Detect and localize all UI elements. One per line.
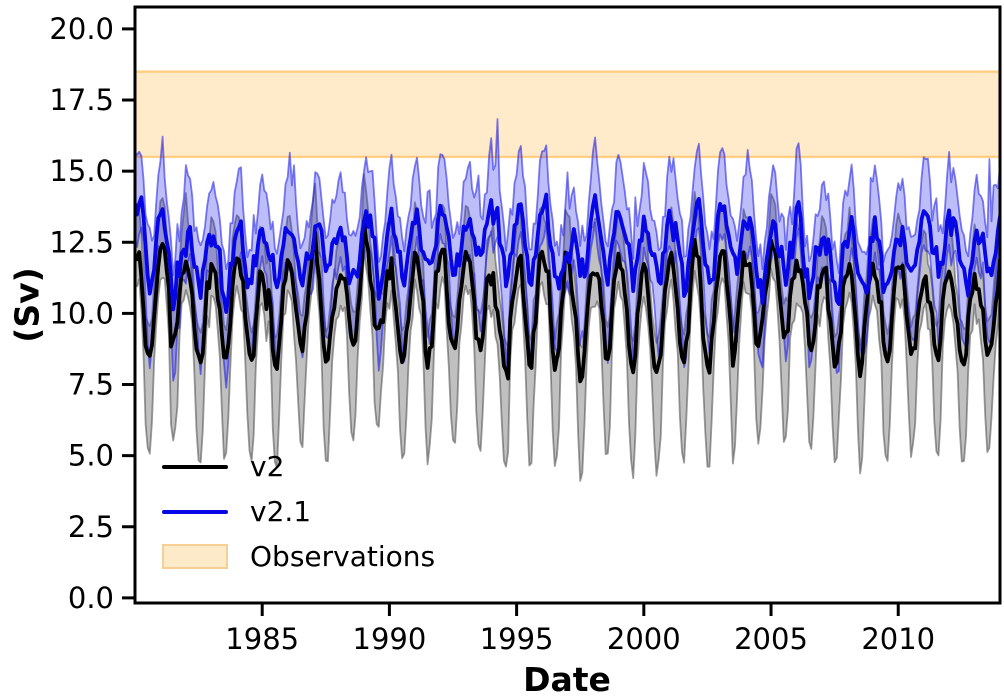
legend-swatch-v2 xyxy=(162,464,228,469)
x-axis-title: Date xyxy=(523,660,611,697)
v2-uncertainty-band xyxy=(135,174,1000,481)
legend-label-v21: v2.1 xyxy=(250,495,312,528)
y-tick-label: 17.5 xyxy=(49,83,114,117)
y-tick-label: 0.0 xyxy=(68,581,114,615)
v21-band-upper-edge xyxy=(135,118,1000,277)
legend-label-v2: v2 xyxy=(250,450,285,483)
y-tick-label: 5.0 xyxy=(68,439,114,473)
legend-item-observations: Observations xyxy=(162,534,435,579)
legend-item-v21: v2.1 xyxy=(162,489,435,534)
plot-area xyxy=(135,70,1000,482)
x-tick-label: 1995 xyxy=(480,622,554,656)
v21-line-swatch-icon xyxy=(162,509,228,514)
y-tick-label: 10.0 xyxy=(49,296,114,330)
y-tick-label: 2.5 xyxy=(68,510,114,544)
legend-item-v2: v2 xyxy=(162,444,435,489)
y-tick-label: 7.5 xyxy=(68,368,114,402)
v2-band-lower-edge xyxy=(135,249,1000,482)
legend-swatch-observations xyxy=(162,544,228,569)
plot-frame xyxy=(133,5,1002,605)
legend-label-observations: Observations xyxy=(250,540,436,573)
y-tick-label: 20.0 xyxy=(49,12,114,46)
legend-swatch-v21 xyxy=(162,509,228,514)
legend: v2 v2.1 Observations xyxy=(162,444,435,579)
x-tick-label: 2000 xyxy=(607,622,681,656)
y-tick-label: 12.5 xyxy=(49,225,114,259)
observations-patch-swatch-icon xyxy=(162,544,228,569)
y-tick-label: 15.0 xyxy=(49,154,114,188)
v21-line xyxy=(135,192,1000,314)
x-tick-label: 1985 xyxy=(225,622,299,656)
y-axis-title: (Sv) xyxy=(7,267,47,343)
x-tick-label: 1990 xyxy=(353,622,427,656)
observations-band xyxy=(135,71,1000,157)
v2-line-swatch-icon xyxy=(162,464,228,469)
x-tick-label: 2005 xyxy=(734,622,808,656)
x-tick-label: 2010 xyxy=(861,622,935,656)
